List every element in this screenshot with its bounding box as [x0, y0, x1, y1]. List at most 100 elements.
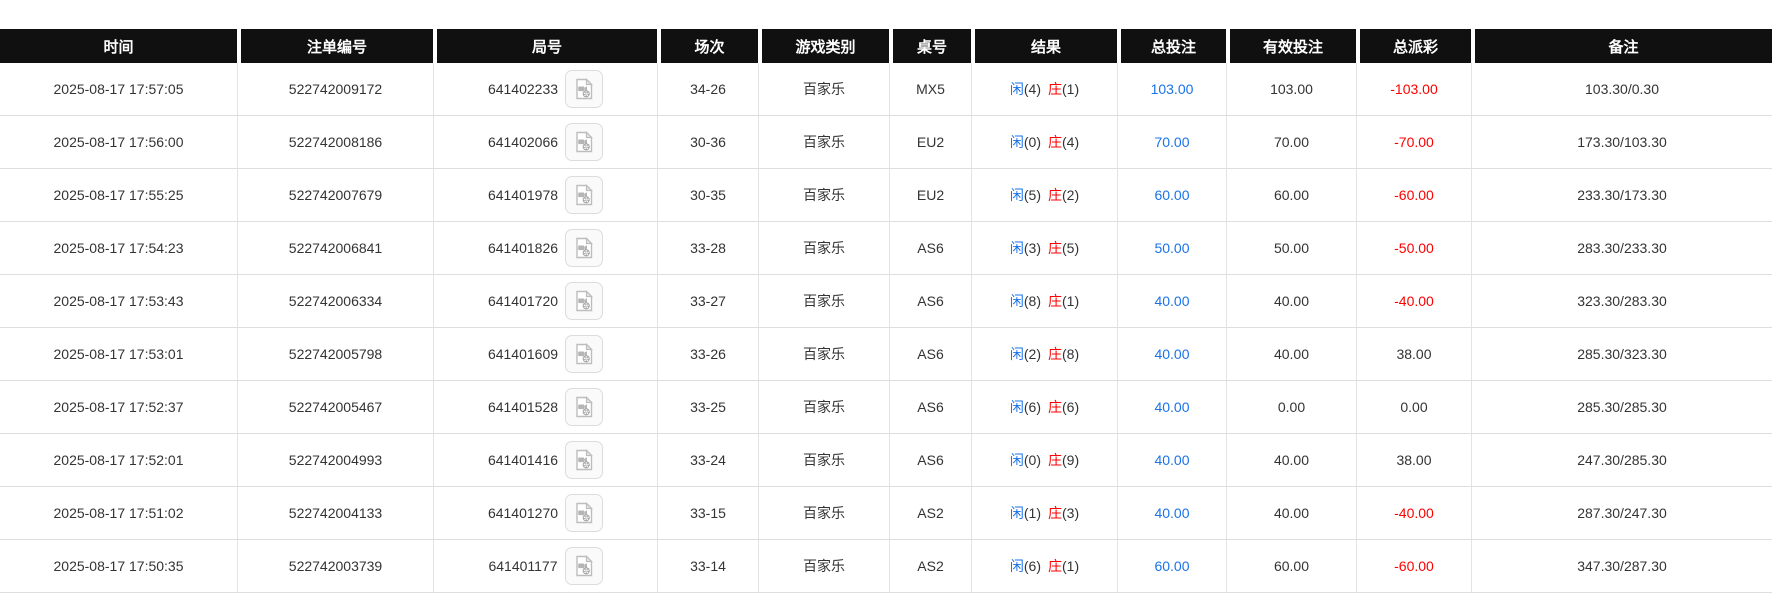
cell-bet-id: 522742003739	[237, 540, 433, 593]
result-player-label: 闲	[1009, 293, 1024, 309]
cell-bet-id: 522742006841	[237, 222, 433, 275]
cell-total-bet: 40.00	[1117, 328, 1226, 381]
video-replay-button[interactable]	[565, 123, 604, 161]
result-banker-label: 庄	[1048, 452, 1062, 468]
cell-result: 闲(3) 庄(5)	[971, 222, 1117, 275]
video-replay-button[interactable]	[565, 388, 604, 426]
cell-time: 2025-08-17 17:57:05	[0, 63, 237, 116]
cell-valid-bet: 60.00	[1226, 169, 1356, 222]
cell-result: 闲(4) 庄(1)	[971, 63, 1117, 116]
col-header-bet-id: 注单编号	[237, 29, 433, 63]
cell-round-id: 641401609	[433, 328, 657, 381]
round-id-value: 641401416	[487, 452, 559, 468]
result-banker-count: (3)	[1062, 505, 1080, 521]
cell-round-id: 641401528	[433, 381, 657, 434]
video-replay-button[interactable]	[565, 494, 604, 532]
round-id-value: 641401177	[488, 558, 558, 574]
video-replay-button[interactable]	[564, 547, 603, 585]
cell-remark: 347.30/287.30	[1471, 540, 1772, 593]
round-id-value: 641401528	[487, 399, 559, 415]
cell-session: 33-24	[657, 434, 758, 487]
cell-bet-id: 522742005467	[237, 381, 433, 434]
table-row: 2025-08-17 17:52:37 522742005467 6414015…	[0, 381, 1772, 434]
round-id-value: 641402233	[487, 81, 559, 97]
cell-session: 34-26	[657, 63, 758, 116]
col-header-session: 场次	[657, 29, 758, 63]
round-id-value: 641401978	[487, 187, 559, 203]
cell-valid-bet: 60.00	[1226, 540, 1356, 593]
cell-remark: 173.30/103.30	[1471, 116, 1772, 169]
round-id-value: 641401720	[487, 293, 559, 309]
cell-remark: 247.30/285.30	[1471, 434, 1772, 487]
cell-bet-id: 522742008186	[237, 116, 433, 169]
cell-table-no: AS6	[889, 222, 971, 275]
cell-total-payout: -60.00	[1356, 169, 1471, 222]
cell-table-no: AS2	[889, 487, 971, 540]
cell-total-bet: 50.00	[1117, 222, 1226, 275]
table-row: 2025-08-17 17:50:35 522742003739 6414011…	[0, 540, 1772, 593]
payout-value: -103.00	[1390, 81, 1438, 97]
cell-bet-id: 522742005798	[237, 328, 433, 381]
table-row: 2025-08-17 17:53:43 522742006334 6414017…	[0, 275, 1772, 328]
payout-value: 38.00	[1396, 346, 1432, 362]
cell-total-payout: -70.00	[1356, 116, 1471, 169]
cell-result: 闲(1) 庄(3)	[971, 487, 1117, 540]
table-row: 2025-08-17 17:53:01 522742005798 6414016…	[0, 328, 1772, 381]
cell-bet-id: 522742006334	[237, 275, 433, 328]
cell-session: 33-14	[657, 540, 758, 593]
video-replay-button[interactable]	[565, 441, 604, 479]
cell-game-type: 百家乐	[758, 63, 889, 116]
video-replay-button[interactable]	[565, 176, 604, 214]
betting-records-table: 时间 注单编号 局号 场次 游戏类别 桌号 结果 总投注 有效投注 总派彩 备注…	[0, 29, 1772, 593]
table-row: 2025-08-17 17:56:00 522742008186 6414020…	[0, 116, 1772, 169]
result-banker-label: 庄	[1048, 399, 1062, 415]
header-row: 时间 注单编号 局号 场次 游戏类别 桌号 结果 总投注 有效投注 总派彩 备注	[0, 29, 1772, 63]
round-id-value: 641401270	[487, 505, 559, 521]
cell-bet-id: 522742004133	[237, 487, 433, 540]
video-replay-button[interactable]	[565, 282, 604, 320]
video-replay-button[interactable]	[565, 335, 604, 373]
cell-valid-bet: 70.00	[1226, 116, 1356, 169]
cell-round-id: 641401826	[433, 222, 657, 275]
table-row: 2025-08-17 17:52:01 522742004993 6414014…	[0, 434, 1772, 487]
video-replay-icon	[572, 77, 596, 101]
payout-value: -70.00	[1394, 134, 1434, 150]
cell-valid-bet: 103.00	[1226, 63, 1356, 116]
table-body: 2025-08-17 17:57:05 522742009172 6414022…	[0, 63, 1772, 593]
cell-game-type: 百家乐	[758, 275, 889, 328]
cell-game-type: 百家乐	[758, 222, 889, 275]
result-player-count: (5)	[1023, 187, 1041, 203]
video-replay-button[interactable]	[565, 70, 604, 108]
video-replay-icon	[572, 501, 596, 525]
cell-time: 2025-08-17 17:52:37	[0, 381, 237, 434]
cell-time: 2025-08-17 17:56:00	[0, 116, 237, 169]
cell-total-payout: -40.00	[1356, 487, 1471, 540]
cell-remark: 287.30/247.30	[1471, 487, 1772, 540]
cell-game-type: 百家乐	[758, 116, 889, 169]
cell-session: 33-27	[657, 275, 758, 328]
video-replay-button[interactable]	[565, 229, 604, 267]
cell-session: 33-25	[657, 381, 758, 434]
cell-remark: 283.30/233.30	[1471, 222, 1772, 275]
cell-total-bet: 103.00	[1117, 63, 1226, 116]
result-banker-label: 庄	[1048, 505, 1062, 521]
payout-value: -60.00	[1394, 187, 1434, 203]
video-replay-icon	[572, 395, 596, 419]
cell-session: 33-28	[657, 222, 758, 275]
cell-game-type: 百家乐	[758, 540, 889, 593]
cell-bet-id: 522742009172	[237, 63, 433, 116]
cell-result: 闲(2) 庄(8)	[971, 328, 1117, 381]
table-header: 时间 注单编号 局号 场次 游戏类别 桌号 结果 总投注 有效投注 总派彩 备注	[0, 29, 1772, 63]
cell-result: 闲(6) 庄(6)	[971, 381, 1117, 434]
result-player-label: 闲	[1009, 134, 1024, 150]
result-player-count: (0)	[1023, 452, 1041, 468]
col-header-remark: 备注	[1471, 29, 1772, 63]
result-banker-label: 庄	[1048, 187, 1062, 203]
cell-table-no: AS6	[889, 381, 971, 434]
video-replay-icon	[572, 130, 596, 154]
table-row: 2025-08-17 17:51:02 522742004133 6414012…	[0, 487, 1772, 540]
cell-total-bet: 40.00	[1117, 275, 1226, 328]
cell-table-no: MX5	[889, 63, 971, 116]
round-id-value: 641401826	[487, 240, 559, 256]
